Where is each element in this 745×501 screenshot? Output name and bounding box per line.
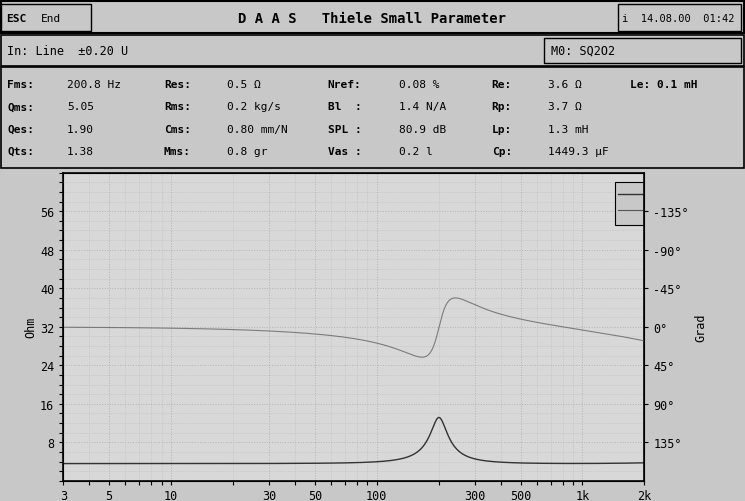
- Text: 0.8 gr: 0.8 gr: [227, 147, 267, 157]
- FancyBboxPatch shape: [615, 182, 644, 225]
- Text: Res:: Res:: [164, 80, 191, 90]
- Text: Mms:: Mms:: [164, 147, 191, 157]
- FancyBboxPatch shape: [1, 36, 744, 67]
- Text: ESC: ESC: [6, 14, 26, 24]
- Text: Bl  :: Bl :: [328, 102, 361, 112]
- Text: Cms:: Cms:: [164, 124, 191, 134]
- Text: 80.9 dB: 80.9 dB: [399, 124, 446, 134]
- FancyBboxPatch shape: [1, 2, 744, 34]
- Text: Le: 0.1 mH: Le: 0.1 mH: [630, 80, 697, 90]
- Text: 3.7 Ω: 3.7 Ω: [548, 102, 581, 112]
- Text: Cp:: Cp:: [492, 147, 512, 157]
- Text: 1449.3 μF: 1449.3 μF: [548, 147, 609, 157]
- Text: M0: SQ2O2: M0: SQ2O2: [551, 45, 615, 58]
- Text: 1.90: 1.90: [67, 124, 94, 134]
- Text: 1.4 N/A: 1.4 N/A: [399, 102, 446, 112]
- Text: 3.6 Ω: 3.6 Ω: [548, 80, 581, 90]
- FancyBboxPatch shape: [544, 39, 741, 64]
- Text: Vas :: Vas :: [328, 147, 361, 157]
- Text: 5.05: 5.05: [67, 102, 94, 112]
- Text: Qts:: Qts:: [7, 147, 34, 157]
- Text: Rp:: Rp:: [492, 102, 512, 112]
- Text: 0.08 %: 0.08 %: [399, 80, 439, 90]
- Text: Lp:: Lp:: [492, 124, 512, 134]
- Text: 0.2 kg/s: 0.2 kg/s: [227, 102, 281, 112]
- Text: 0.2 l: 0.2 l: [399, 147, 432, 157]
- Text: D A A S   Thiele Small Parameter: D A A S Thiele Small Parameter: [238, 12, 507, 26]
- Text: Fms:: Fms:: [7, 80, 34, 90]
- Text: Qms:: Qms:: [7, 102, 34, 112]
- Text: 1.38: 1.38: [67, 147, 94, 157]
- Text: In: Line  ±0.20 U: In: Line ±0.20 U: [7, 45, 129, 58]
- Text: Rms:: Rms:: [164, 102, 191, 112]
- Text: i  14.08.00  01:42: i 14.08.00 01:42: [622, 14, 735, 24]
- Text: 200.8 Hz: 200.8 Hz: [67, 80, 121, 90]
- Y-axis label: Grad: Grad: [694, 313, 708, 341]
- Text: 0.80 mm/N: 0.80 mm/N: [227, 124, 288, 134]
- Text: 1.3 mH: 1.3 mH: [548, 124, 588, 134]
- Text: Nref:: Nref:: [328, 80, 361, 90]
- FancyBboxPatch shape: [1, 68, 744, 168]
- FancyBboxPatch shape: [618, 5, 741, 32]
- Y-axis label: Ohm: Ohm: [25, 317, 37, 338]
- Text: SPL :: SPL :: [328, 124, 361, 134]
- FancyBboxPatch shape: [1, 5, 91, 32]
- Text: Qes:: Qes:: [7, 124, 34, 134]
- Text: 0.5 Ω: 0.5 Ω: [227, 80, 261, 90]
- Text: Re:: Re:: [492, 80, 512, 90]
- Text: End: End: [41, 14, 61, 24]
